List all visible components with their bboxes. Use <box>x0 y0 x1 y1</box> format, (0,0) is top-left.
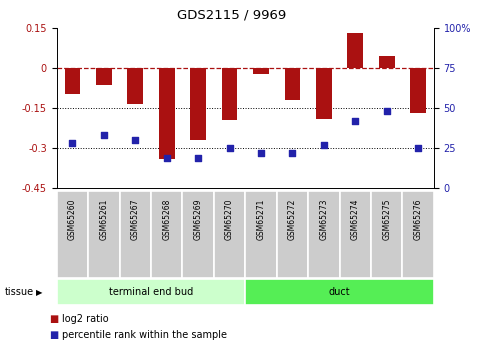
Text: GSM65260: GSM65260 <box>68 198 77 240</box>
Text: GSM65267: GSM65267 <box>131 198 140 240</box>
Text: percentile rank within the sample: percentile rank within the sample <box>62 330 227 339</box>
Text: ▶: ▶ <box>35 288 42 297</box>
Text: GSM65268: GSM65268 <box>162 198 171 240</box>
Bar <box>371 191 402 278</box>
Text: duct: duct <box>329 287 351 297</box>
Bar <box>57 279 245 305</box>
Bar <box>277 191 308 278</box>
Text: GSM65261: GSM65261 <box>99 198 108 240</box>
Bar <box>308 191 340 278</box>
Bar <box>182 191 214 278</box>
Text: terminal end bud: terminal end bud <box>109 287 193 297</box>
Text: GSM65274: GSM65274 <box>351 198 360 240</box>
Text: ■: ■ <box>49 314 59 324</box>
Bar <box>245 191 277 278</box>
Text: GSM65273: GSM65273 <box>319 198 328 240</box>
Text: GSM65269: GSM65269 <box>194 198 203 240</box>
Text: GSM65276: GSM65276 <box>414 198 423 240</box>
Bar <box>253 68 269 75</box>
Bar <box>222 68 238 120</box>
Point <box>69 140 76 146</box>
Bar <box>316 68 332 118</box>
Bar <box>190 68 206 140</box>
Bar <box>96 68 112 85</box>
Bar <box>151 191 182 278</box>
Point <box>257 150 265 156</box>
Bar <box>214 191 245 278</box>
Bar <box>284 68 300 100</box>
Bar <box>379 56 394 68</box>
Bar <box>88 191 119 278</box>
Bar <box>127 68 143 104</box>
Bar <box>65 68 80 95</box>
Point <box>100 132 108 138</box>
Point <box>288 150 296 156</box>
Text: ■: ■ <box>49 330 59 339</box>
Point <box>414 145 422 151</box>
Bar <box>119 191 151 278</box>
Text: log2 ratio: log2 ratio <box>62 314 108 324</box>
Text: GSM65271: GSM65271 <box>256 198 266 240</box>
Bar <box>340 191 371 278</box>
Point <box>352 118 359 124</box>
Bar <box>245 279 434 305</box>
Bar <box>348 33 363 68</box>
Point <box>131 137 139 143</box>
Text: GSM65272: GSM65272 <box>288 198 297 240</box>
Text: GSM65270: GSM65270 <box>225 198 234 240</box>
Point <box>226 145 234 151</box>
Bar <box>159 68 175 159</box>
Bar <box>57 191 88 278</box>
Text: GDS2115 / 9969: GDS2115 / 9969 <box>177 9 286 22</box>
Point <box>320 142 328 147</box>
Bar <box>410 68 426 113</box>
Text: GSM65275: GSM65275 <box>382 198 391 240</box>
Bar <box>402 191 434 278</box>
Text: tissue: tissue <box>5 287 34 297</box>
Point <box>194 155 202 160</box>
Point <box>383 108 390 114</box>
Point <box>163 155 171 160</box>
